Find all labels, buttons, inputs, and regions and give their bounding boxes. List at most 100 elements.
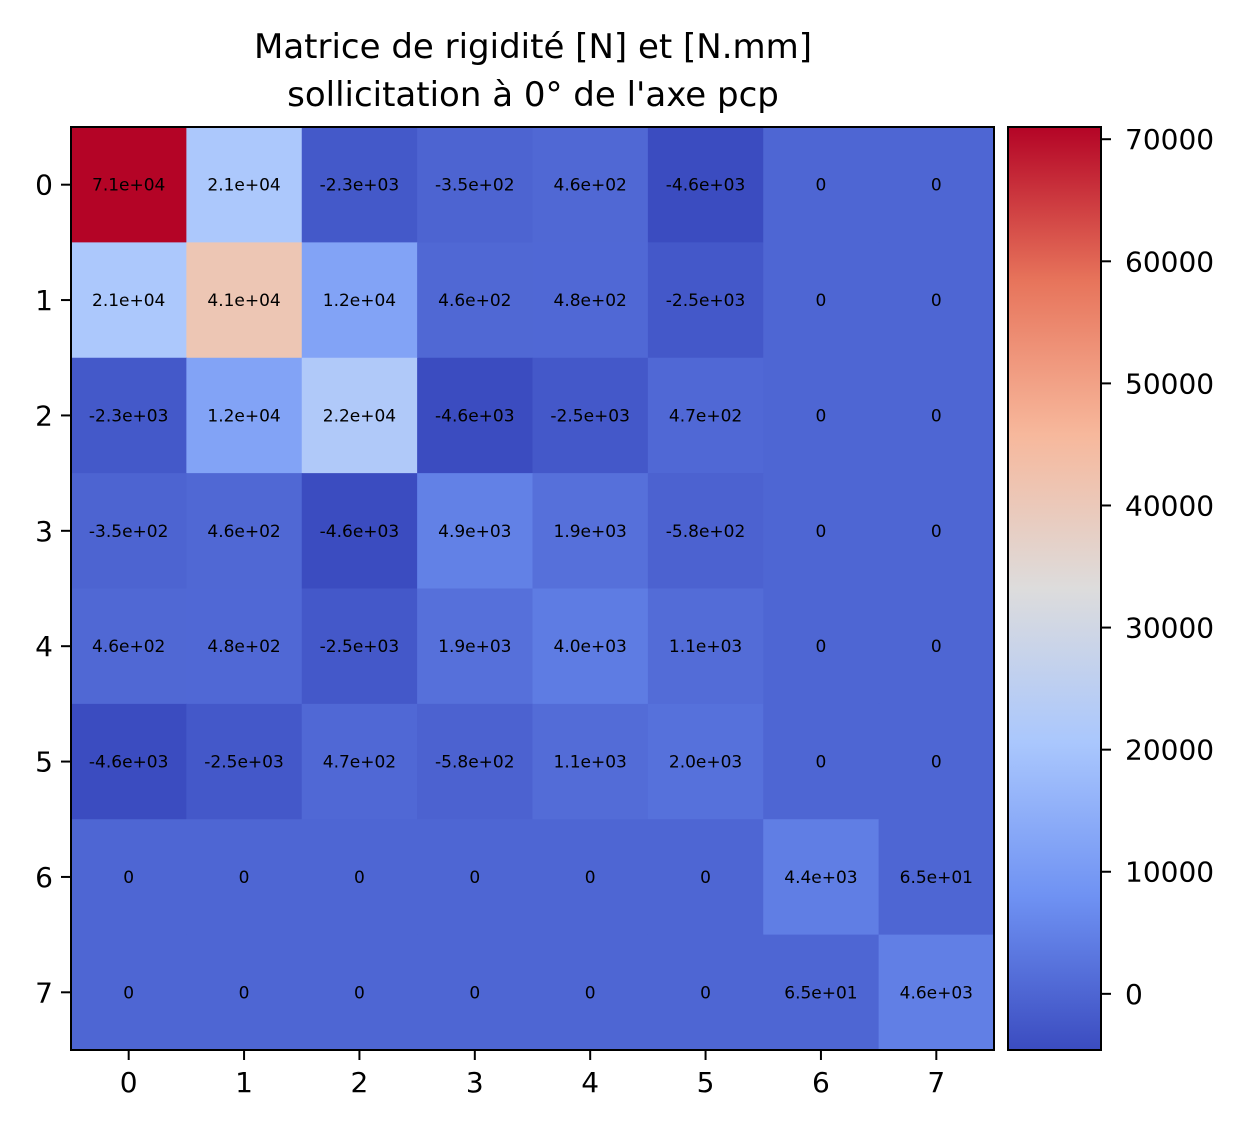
heatmap-cell-r6-c0 [71, 819, 187, 936]
cell-label-r7-c6: 6.5e+01 [784, 983, 857, 1003]
heatmap-cell-r2-c7 [878, 357, 995, 474]
heatmap-cell-r5-c0 [71, 703, 187, 820]
heatmap-cell-r1-c1 [186, 242, 303, 359]
cell-label-r7-c5: 0 [700, 983, 711, 1003]
x-tick-label-6: 6 [812, 1066, 830, 1099]
cell-label-r4-c2: -2.5e+03 [320, 637, 400, 657]
cell-label-r4-c1: 4.8e+02 [207, 637, 280, 657]
cell-label-r3-c2: -4.6e+03 [320, 522, 400, 542]
heatmap-cell-r7-c3 [417, 934, 534, 1051]
heatmap-cell-r1-c6 [763, 242, 880, 359]
cell-label-r1-c7: 0 [931, 291, 942, 311]
heatmap-cell-r0-c3 [417, 127, 534, 243]
x-tick-label-0: 0 [120, 1066, 138, 1099]
x-tick-label-5: 5 [697, 1066, 715, 1099]
heatmap-cell-r4-c4 [532, 588, 649, 705]
heatmap-cell-r3-c0 [71, 473, 187, 590]
heatmap-cell-r3-c6 [763, 473, 880, 590]
y-tick-label-1: 1 [35, 284, 53, 317]
cell-label-r1-c3: 4.6e+02 [438, 291, 511, 311]
cell-label-r1-c1: 4.1e+04 [207, 291, 280, 311]
colorbar-tick-label-4: 40000 [1125, 489, 1214, 522]
heatmap-cell-r2-c4 [532, 357, 649, 474]
cell-label-r7-c0: 0 [123, 983, 134, 1003]
cell-label-r6-c3: 0 [469, 868, 480, 888]
heatmap-cell-r4-c0 [71, 588, 187, 705]
cell-label-r7-c1: 0 [239, 983, 250, 1003]
cell-label-r3-c4: 1.9e+03 [554, 522, 627, 542]
cell-label-r5-c3: -5.8e+02 [435, 753, 515, 773]
colorbar-tick-label-7: 70000 [1125, 123, 1214, 156]
heatmap-cell-r3-c2 [301, 473, 418, 590]
cell-label-r6-c1: 0 [239, 868, 250, 888]
heatmap-cell-r2-c3 [417, 357, 534, 474]
heatmap-cell-r5-c3 [417, 703, 534, 820]
y-tick-label-6: 6 [35, 861, 53, 894]
heatmap-cell-r4-c2 [301, 588, 418, 705]
heatmap-cell-r0-c4 [532, 127, 649, 243]
cell-label-r2-c2: 2.2e+04 [323, 406, 396, 426]
heatmap-cell-r0-c6 [763, 127, 880, 243]
cell-label-r6-c2: 0 [354, 868, 365, 888]
heatmap-cell-r3-c3 [417, 473, 534, 590]
cell-label-r6-c4: 0 [585, 868, 596, 888]
heatmap-cell-r7-c0 [71, 934, 187, 1051]
cell-label-r3-c7: 0 [931, 522, 942, 542]
heatmap-cell-r2-c6 [763, 357, 880, 474]
heatmap-cell-r2-c0 [71, 357, 187, 474]
y-tick-label-0: 0 [35, 169, 53, 202]
cell-label-r2-c1: 1.2e+04 [207, 406, 280, 426]
cell-label-r5-c4: 1.1e+03 [554, 753, 627, 773]
heatmap-cell-r2-c5 [647, 357, 764, 474]
cell-label-r7-c4: 0 [585, 983, 596, 1003]
y-tick-label-7: 7 [35, 976, 53, 1009]
cell-label-r4-c6: 0 [816, 637, 827, 657]
cell-label-r4-c5: 1.1e+03 [669, 637, 742, 657]
heatmap-cell-r4-c1 [186, 588, 303, 705]
x-tick-label-2: 2 [351, 1066, 369, 1099]
cell-label-r4-c0: 4.6e+02 [92, 637, 165, 657]
y-tick-label-2: 2 [35, 399, 53, 432]
y-tick-label-4: 4 [35, 630, 53, 663]
heatmap-cell-r3-c1 [186, 473, 303, 590]
heatmap-cell-r2-c2 [301, 357, 418, 474]
cell-label-r7-c3: 0 [469, 983, 480, 1003]
cell-label-r1-c5: -2.5e+03 [666, 291, 746, 311]
heatmap-cell-r1-c2 [301, 242, 418, 359]
cell-label-r5-c6: 0 [816, 753, 827, 773]
cell-label-r4-c4: 4.0e+03 [554, 637, 627, 657]
heatmap-cell-r5-c5 [647, 703, 764, 820]
x-axis: 0 1 2 3 4 5 6 7 [120, 1050, 945, 1099]
x-tick-label-3: 3 [466, 1066, 484, 1099]
heatmap-cell-r5-c2 [301, 703, 418, 820]
heatmap-cell-r5-c1 [186, 703, 303, 820]
heatmap-cell-r5-c4 [532, 703, 649, 820]
heatmap-cell-r6-c2 [301, 819, 418, 936]
heatmap-cell-r6-c1 [186, 819, 303, 936]
cell-label-r4-c3: 1.9e+03 [438, 637, 511, 657]
cell-label-r7-c2: 0 [354, 983, 365, 1003]
heatmap-cell-r0-c1 [186, 127, 303, 243]
cell-label-r0-c5: -4.6e+03 [666, 176, 746, 196]
heatmap-cell-r3-c7 [878, 473, 995, 590]
cell-label-r6-c6: 4.4e+03 [784, 868, 857, 888]
heatmap-cells [71, 127, 995, 1051]
cell-label-r1-c0: 2.1e+04 [92, 291, 165, 311]
heatmap-cell-r7-c4 [532, 934, 649, 1051]
cell-label-r6-c0: 0 [123, 868, 134, 888]
cell-label-r1-c2: 1.2e+04 [323, 291, 396, 311]
x-tick-label-7: 7 [927, 1066, 945, 1099]
cell-label-r6-c5: 0 [700, 868, 711, 888]
cell-label-r7-c7: 4.6e+03 [900, 983, 973, 1003]
heatmap-cell-r0-c7 [878, 127, 995, 243]
cell-label-r2-c5: 4.7e+02 [669, 406, 742, 426]
heatmap-cell-r7-c7 [878, 934, 995, 1051]
cell-label-r3-c6: 0 [816, 522, 827, 542]
y-tick-label-3: 3 [35, 515, 53, 548]
colorbar-tick-label-2: 20000 [1125, 734, 1214, 767]
cell-label-r2-c0: -2.3e+03 [89, 406, 169, 426]
heatmap-cell-r1-c0 [71, 242, 187, 359]
heatmap-cell-r7-c6 [763, 934, 880, 1051]
heatmap-cell-labels: 7.1e+04 2.1e+04 -2.3e+03 -3.5e+02 4.6e+02 -4.… [89, 176, 973, 1004]
